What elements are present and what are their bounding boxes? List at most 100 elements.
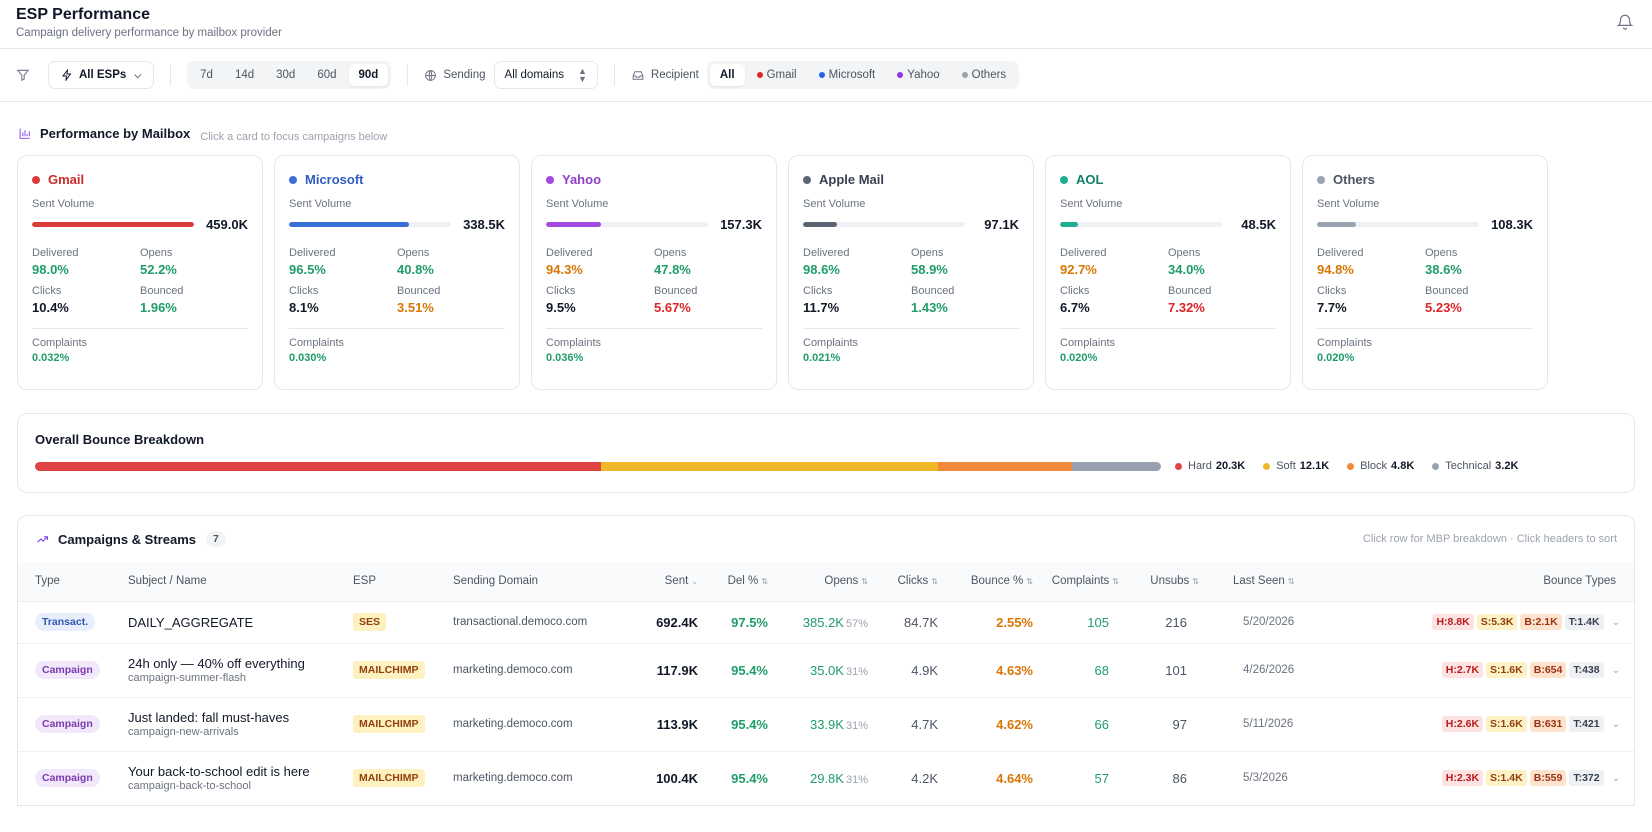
opens-pct: 31% <box>845 773 868 786</box>
bounce-type-tag: B:654 <box>1529 662 1567 678</box>
bounce-type-tags: H:8.8K S:5.3K B:2.1K T:1.4K <box>1432 614 1604 630</box>
sort-icon: ⇅ <box>1287 577 1295 587</box>
sort-icon: ⇅ <box>861 577 868 587</box>
unsubs-value: 216 <box>1165 614 1187 630</box>
updown-chevron-icon: ▲ ▼ <box>578 66 587 84</box>
last-seen: 5/3/2026 <box>1243 772 1288 785</box>
sort-icon: ⇅ <box>1192 577 1199 587</box>
legend-value: 12.1K <box>1299 460 1330 472</box>
esp-select[interactable]: All ESPs ⌵ <box>48 61 155 89</box>
complaints-value: 105 <box>1087 614 1109 630</box>
column-header-label: ESP <box>353 575 377 588</box>
sent-volume-row: 108.3K <box>1317 217 1533 232</box>
notification-bell-icon[interactable] <box>1616 12 1634 32</box>
esp-badge: SES <box>353 613 387 631</box>
column-header-last-seen[interactable]: Last Seen ⇅ <box>1203 562 1303 601</box>
metric-clicks: Clicks 9.5% <box>546 285 654 315</box>
table-row[interactable]: Transact. DAILY_AGGREGATE SES transactional… <box>18 601 1634 643</box>
sending-domain: marketing.democo.com <box>453 772 573 785</box>
opens-pct: 31% <box>845 719 868 732</box>
recipient-tab-yahoo[interactable]: Yahoo <box>887 64 949 86</box>
table-header-row: Type Subject / Name ESP Sending Domain Sent ⌄… <box>18 562 1634 601</box>
table-cell: 95.4% <box>698 697 768 751</box>
table-row[interactable]: Campaign Just landed: fall must-haves camp… <box>18 697 1634 751</box>
sent-volume-label: Sent Volume <box>803 198 866 210</box>
delivered-value: 96.5% <box>289 262 326 277</box>
bounce-type-tag: S:1.6K <box>1486 716 1527 732</box>
clicks-label: Clicks <box>32 285 62 297</box>
table-cell: 100.4K <box>623 751 698 805</box>
clicks-label: Clicks <box>289 285 319 297</box>
chevron-down-icon[interactable]: ⌄ <box>1611 617 1620 628</box>
table-cell: Just landed: fall must-haves campaign-new… <box>128 697 353 751</box>
bounce-type-tags: H:2.3K S:1.4K B:559 T:372 <box>1441 770 1604 787</box>
domain-select[interactable]: All domains ▲ ▼ <box>493 61 598 89</box>
table-cell: 35.0K 31% <box>768 643 868 697</box>
column-header-unsubs[interactable]: Unsubs ⇅ <box>1123 562 1203 601</box>
recipient-tab-all[interactable]: All <box>709 64 745 86</box>
chevron-down-icon[interactable]: ⌄ <box>1611 719 1620 730</box>
chevron-down-icon[interactable]: ⌄ <box>1611 773 1620 785</box>
table-row[interactable]: Campaign 24h only — 40% off everything cam… <box>18 643 1634 697</box>
legend-dot <box>1263 462 1271 470</box>
card-divider <box>289 328 505 329</box>
column-header-label: Bounce % <box>970 575 1024 588</box>
sent-value: 692.4K <box>656 614 698 630</box>
metric-opens: Opens 47.8% <box>654 247 762 277</box>
sent-volume-fill <box>1060 222 1078 227</box>
mailbox-card-yahoo[interactable]: Yahoo Sent Volume 157.3K Delivered 94.3% Open… <box>531 155 777 390</box>
complaints-value: 0.030% <box>289 352 327 364</box>
bounced-label: Bounced <box>654 285 698 297</box>
range-tab-30d[interactable]: 30d <box>276 69 296 81</box>
sent-volume-bar <box>1317 222 1479 227</box>
chevron-down-icon[interactable]: ⌄ <box>1611 665 1620 676</box>
metric-delivered: Delivered 96.5% <box>289 247 397 277</box>
delivered-label: Delivered <box>32 247 79 259</box>
metric-clicks: Clicks 7.7% <box>1317 285 1425 315</box>
range-tab-7d[interactable]: 7d <box>200 69 213 81</box>
metric-bounced: Bounced 5.23% <box>1425 285 1533 315</box>
clicks-value: 7.7% <box>1317 300 1347 315</box>
table-cell: 113.9K <box>623 697 698 751</box>
metric-clicks: Clicks 11.7% <box>803 285 911 315</box>
range-tab-90d[interactable]: 90d <box>348 64 389 86</box>
recipient-tab-gmail[interactable]: Gmail <box>747 64 807 86</box>
column-header-del-[interactable]: Del % ⇅ <box>698 562 768 601</box>
recipient-tab-others[interactable]: Others <box>952 64 1017 86</box>
range-tab-14d[interactable]: 14d <box>234 69 255 81</box>
mailbox-card-others[interactable]: Others Sent Volume 108.3K Delivered 94.8% Ope… <box>1302 155 1548 390</box>
mailbox-card-aol[interactable]: AOL Sent Volume 48.5K Delivered 92.7% Opens 34… <box>1045 155 1291 390</box>
card-divider <box>32 328 248 329</box>
sort-desc-icon: ⌄ <box>691 577 698 587</box>
divider <box>170 64 172 86</box>
column-header-clicks[interactable]: Clicks ⇅ <box>868 562 938 601</box>
type-badge: Campaign <box>35 769 100 788</box>
last-seen: 5/20/2026 <box>1243 616 1295 628</box>
range-tab-60d[interactable]: 60d <box>317 69 337 81</box>
mailbox-card-microsoft[interactable]: Microsoft Sent Volume 338.5K Delivered 96.5%… <box>274 155 520 390</box>
column-header-label: Complaints <box>1051 575 1110 588</box>
legend-label: Technical <box>1445 460 1492 472</box>
filter-bar: All ESPs ⌵ 7d 14d 30d 60d 90d Sending All do… <box>0 49 1652 102</box>
mailbox-card-gmail[interactable]: Gmail Sent Volume 459.0K Delivered 98.0% Open… <box>17 155 263 390</box>
metric-delivered: Delivered 94.3% <box>546 247 654 277</box>
column-header-sent[interactable]: Sent ⌄ <box>623 562 698 601</box>
table-cell: H:2.6K S:1.6K B:631 T:421 ⌄ <box>1303 697 1634 751</box>
column-header-complaints[interactable]: Complaints ⇅ <box>1033 562 1123 601</box>
mailbox-card-apple-mail[interactable]: Apple Mail Sent Volume 97.1K Delivered 98.6%… <box>788 155 1034 390</box>
bounced-label: Bounced <box>397 285 441 297</box>
card-divider <box>1317 328 1533 329</box>
inbox-icon <box>632 70 644 80</box>
bounce-segment-soft <box>600 461 939 471</box>
column-header-opens[interactable]: Opens ⇅ <box>768 562 868 601</box>
table-cell: marketing.democo.com <box>453 751 623 805</box>
table-cell: transactional.democo.com <box>453 601 623 643</box>
recipient-tab-microsoft[interactable]: Microsoft <box>809 64 886 86</box>
globe-icon <box>425 69 437 81</box>
opens-value: 33.9K <box>809 716 844 732</box>
column-header-bounce-[interactable]: Bounce % ⇅ <box>938 562 1033 601</box>
campaign-slug: campaign-back-to-school <box>128 780 251 793</box>
column-header-label: Clicks <box>897 575 929 588</box>
sent-value: 113.9K <box>656 716 698 732</box>
table-row[interactable]: Campaign Your back-to-school edit is here… <box>18 751 1634 805</box>
